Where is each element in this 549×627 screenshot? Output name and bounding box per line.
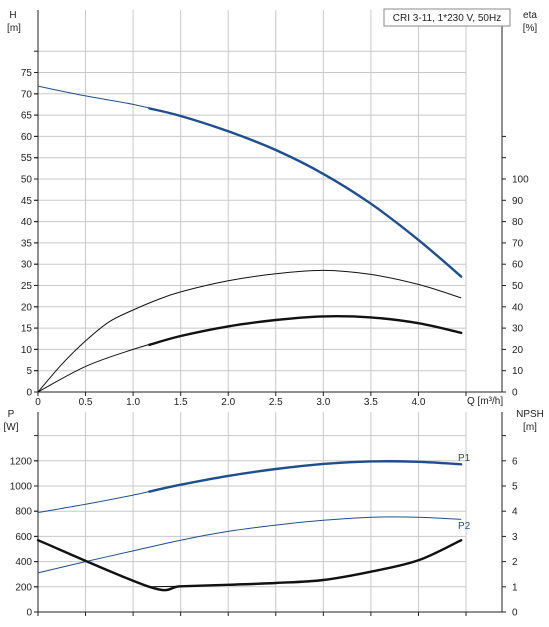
bottom-axes: 0 200 400 600 800 1000 1200 0 1 2 3 4 5 6 <box>10 412 518 619</box>
y-left-tick-label: 70 <box>21 89 33 100</box>
y-left-tick-label: 40 <box>21 217 33 228</box>
x-tick-label: 0 <box>35 397 41 408</box>
x-tick-label: 2.5 <box>269 397 283 408</box>
y-right-tick-label: 70 <box>512 238 524 249</box>
y-left-tick-label: 35 <box>21 238 33 249</box>
y-left-tick-label: 30 <box>21 260 33 271</box>
y-left-tick-label: 1000 <box>10 482 33 493</box>
y-right-tick-label: 60 <box>512 260 524 271</box>
x-tick-label: 1.0 <box>126 397 140 408</box>
series-duty-line-2 <box>36 539 463 592</box>
y-right-tick-label: 90 <box>512 196 524 207</box>
y-right-tick-label: 0 <box>512 388 518 399</box>
x-tick-label: 1.5 <box>174 397 188 408</box>
y-right-tick-label: 20 <box>512 345 524 356</box>
series-label-p1: P1 <box>458 453 471 464</box>
y-right-tick-label: 0 <box>512 608 518 619</box>
top-title-box: CRI 3-11, 1*230 V, 50Hz <box>383 8 511 27</box>
series-line-2 <box>149 539 462 588</box>
head-efficiency-chart: 0 5 10 15 20 25 30 35 40 45 50 55 60 65 70 75 0 10 20 30 40 5… <box>7 8 538 408</box>
y-left-tick-label: 55 <box>21 153 33 164</box>
y-left-tick-label: 600 <box>15 532 32 543</box>
y-right-tick-label: 10 <box>512 366 524 377</box>
series-line-0 <box>37 460 462 513</box>
x-tick-label: 0.5 <box>79 397 93 408</box>
x-tick-label: 4.0 <box>411 397 425 408</box>
bottom-series <box>36 460 463 592</box>
y-left-label-unit: [W] <box>4 422 19 433</box>
y-left-label-name: P <box>8 409 15 420</box>
y-left-tick-label: 45 <box>21 196 33 207</box>
x-axis-label: Q [m³/h] <box>467 396 503 407</box>
y-left-tick-label: 75 <box>21 68 33 79</box>
y-right-tick-label: 1 <box>512 582 518 593</box>
series-duty-line-0 <box>148 107 463 278</box>
y-left-tick-label: 5 <box>26 366 32 377</box>
y-left-tick-label: 50 <box>21 175 33 186</box>
series-line-1 <box>37 516 462 574</box>
y-right-tick-label: 5 <box>512 482 518 493</box>
y-right-tick-label: 3 <box>512 532 518 543</box>
y-right-tick-label: 80 <box>512 217 524 228</box>
y-left-tick-label: 60 <box>21 132 33 143</box>
y-left-tick-label: 800 <box>15 507 32 518</box>
y-left-label-unit: [m] <box>7 23 21 34</box>
y-left-tick-label: 200 <box>15 582 32 593</box>
y-right-label-name: eta <box>523 10 537 21</box>
y-left-tick-label: 0 <box>26 608 32 619</box>
series-duty-line-2 <box>148 315 463 346</box>
y-right-tick-label: 2 <box>512 557 518 568</box>
y-left-label-name: H <box>9 10 16 21</box>
bottom-grid <box>38 412 467 613</box>
y-right-label-name: NPSH <box>516 409 544 420</box>
y-right-tick-label: 30 <box>512 324 524 335</box>
chart-title: CRI 3-11, 1*230 V, 50Hz <box>393 13 501 24</box>
y-left-tick-label: 20 <box>21 302 33 313</box>
y-left-tick-label: 400 <box>15 557 32 568</box>
x-tick-label: 3.0 <box>316 397 330 408</box>
y-left-tick-label: 65 <box>21 111 33 122</box>
y-left-tick-label: 1200 <box>10 456 33 467</box>
y-left-tick-label: 10 <box>21 345 33 356</box>
top-grid <box>38 10 467 393</box>
series-line-1 <box>37 269 462 393</box>
x-tick-label: 2.0 <box>221 397 235 408</box>
y-right-tick-label: 50 <box>512 281 524 292</box>
y-right-tick-label: 6 <box>512 456 518 467</box>
x-tick-label: 3.5 <box>364 397 378 408</box>
top-axes: 0 5 10 15 20 25 30 35 40 45 50 55 60 65 70 75 0 10 20 30 40 5… <box>21 10 529 408</box>
series-label-p2: P2 <box>458 521 471 532</box>
y-left-tick-label: 0 <box>26 388 32 399</box>
series-duty-line-0 <box>148 460 463 493</box>
y-right-tick-label: 40 <box>512 302 524 313</box>
y-right-tick-label: 100 <box>512 175 529 186</box>
y-right-tick-label: 4 <box>512 507 518 518</box>
y-left-tick-label: 15 <box>21 324 33 335</box>
y-right-label-unit: [m] <box>523 422 537 433</box>
top-series <box>37 85 463 393</box>
y-left-tick-label: 25 <box>21 281 33 292</box>
y-right-label-unit: [%] <box>523 23 538 34</box>
